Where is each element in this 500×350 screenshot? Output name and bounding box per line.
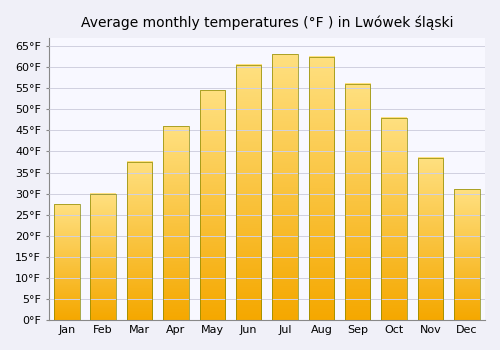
Bar [272, 55, 297, 320]
Title: Average monthly temperatures (°F ) in Lwówek śląski: Average monthly temperatures (°F ) in Lw… [80, 15, 453, 29]
Bar [454, 189, 479, 320]
Bar [236, 65, 262, 320]
Bar [308, 57, 334, 320]
Bar [418, 158, 443, 320]
Bar [200, 90, 225, 320]
Bar [163, 126, 188, 320]
Bar [90, 194, 116, 320]
Bar [54, 204, 80, 320]
Bar [382, 118, 407, 320]
Bar [127, 162, 152, 320]
Bar [345, 84, 370, 320]
